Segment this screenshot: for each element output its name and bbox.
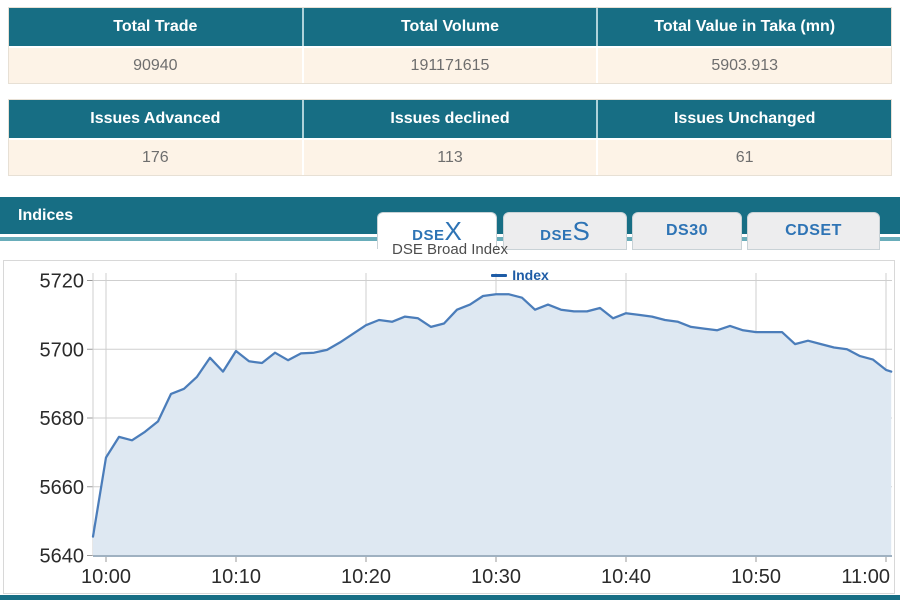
bottom-section-divider	[0, 595, 900, 600]
y-tick-label: 5640	[40, 546, 85, 568]
x-tick-label: 10:40	[601, 566, 651, 588]
tab-ds30-label: DS30	[665, 222, 709, 239]
issues-unchanged-value: 61	[596, 140, 892, 175]
y-tick-label: 5660	[40, 477, 85, 499]
tab-cdset[interactable]: CDSET	[747, 212, 880, 250]
index-line	[91, 293, 893, 538]
issues-table: Issues Advanced Issues declined Issues U…	[8, 99, 892, 176]
tab-ds30[interactable]: DS30	[632, 212, 742, 250]
total-value-value: 5903.913	[596, 48, 892, 83]
total-volume-value: 191171615	[301, 48, 597, 83]
chart-title: DSE Broad Index	[392, 241, 508, 258]
total-trade-header: Total Trade	[9, 8, 302, 46]
y-tick-label: 5700	[40, 339, 85, 361]
issues-declined-header: Issues declined	[301, 100, 597, 138]
issues-declined-value: 113	[301, 140, 597, 175]
tab-dsex[interactable]: DSE X	[377, 212, 497, 249]
tab-dsex-label: DSE	[412, 227, 445, 244]
x-tick-label: 11:00	[841, 566, 890, 588]
totals-table: Total Trade Total Volume Total Value in …	[8, 7, 892, 84]
index-chart-container: 5640 5660 5680 5700 5720 10:00 10:10 10:20 10:30…	[3, 260, 895, 594]
area-fill	[93, 294, 892, 556]
y-tick-label: 5680	[40, 408, 85, 430]
tab-cdset-label: CDSET	[785, 222, 842, 239]
tab-dses[interactable]: DSE S	[503, 212, 627, 250]
index-chart[interactable]: 5640 5660 5680 5700 5720 10:00 10:10 10:20 10:30…	[4, 261, 894, 593]
chart-legend[interactable]: Index	[450, 267, 590, 283]
total-volume-header: Total Volume	[301, 8, 597, 46]
x-tick-label: 10:00	[81, 566, 131, 588]
issues-advanced-value: 176	[9, 140, 302, 175]
tab-dses-label: DSE	[540, 227, 573, 244]
x-tick-label: 10:20	[341, 566, 391, 588]
x-tick-label: 10:30	[471, 566, 521, 588]
issues-unchanged-header: Issues Unchanged	[596, 100, 892, 138]
total-value-header: Total Value in Taka (mn)	[596, 8, 892, 46]
legend-label: Index	[512, 267, 549, 283]
indices-title: Indices	[18, 206, 74, 224]
legend-line-icon	[491, 273, 508, 277]
issues-advanced-header: Issues Advanced	[9, 100, 302, 138]
x-tick-label: 10:10	[211, 566, 261, 588]
y-tick-label: 5720	[40, 271, 85, 293]
x-tick-label: 10:50	[731, 566, 781, 588]
total-trade-value: 90940	[9, 48, 302, 83]
